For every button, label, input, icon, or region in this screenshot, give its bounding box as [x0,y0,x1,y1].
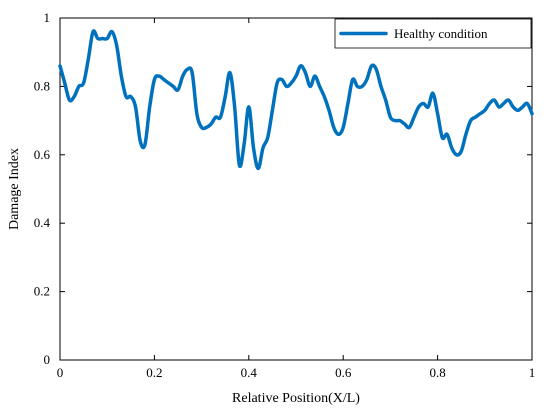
y-axis-label: Damage Index [7,148,22,230]
plot-area [59,17,533,361]
x-tick-label: 1 [529,365,536,380]
y-tick-label: 0.4 [34,215,51,230]
x-axis-label: Relative Position(X/L) [232,391,360,406]
legend-label: Healthy condition [394,26,488,41]
x-tick-labels: 0 0.2 0.4 0.6 0.8 1 [57,365,536,380]
y-tick-label: 0.6 [34,147,51,162]
y-tick-label: 0.8 [34,78,50,93]
y-tick-label: 1 [44,10,51,25]
x-tick-label: 0.8 [429,365,445,380]
axis-ticks [59,17,533,361]
series-layer [58,29,534,171]
y-tick-label: 0 [44,352,51,367]
x-tick-label: 0.4 [241,365,258,380]
legend: Healthy condition [334,18,532,49]
y-tick-label: 0.2 [34,284,50,299]
x-tick-label: 0.2 [146,365,162,380]
y-tick-labels: 0 0.2 0.4 0.6 0.8 1 [34,10,51,367]
x-tick-label: 0.6 [335,365,352,380]
x-tick-label: 0 [57,365,64,380]
series-line-0 [58,29,534,171]
